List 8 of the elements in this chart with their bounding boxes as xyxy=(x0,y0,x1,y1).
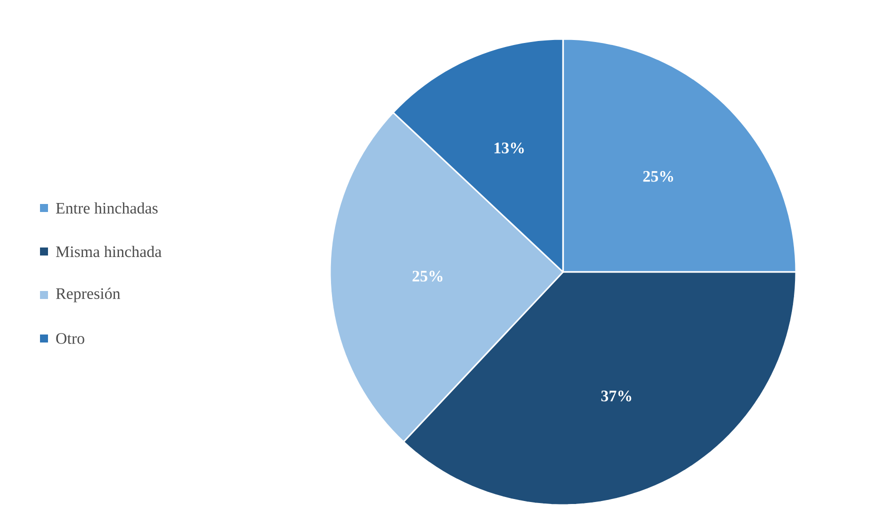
legend-label: Misma hinchada xyxy=(56,246,162,258)
legend-label: Otro xyxy=(56,333,84,344)
data-label: 13% xyxy=(494,142,524,154)
data-label: 37% xyxy=(601,390,632,402)
data-label: 25% xyxy=(412,270,442,282)
legend-label: Represión xyxy=(56,288,120,302)
data-label: 25% xyxy=(643,170,674,182)
legend-label: Entre hinchadas xyxy=(56,202,158,214)
